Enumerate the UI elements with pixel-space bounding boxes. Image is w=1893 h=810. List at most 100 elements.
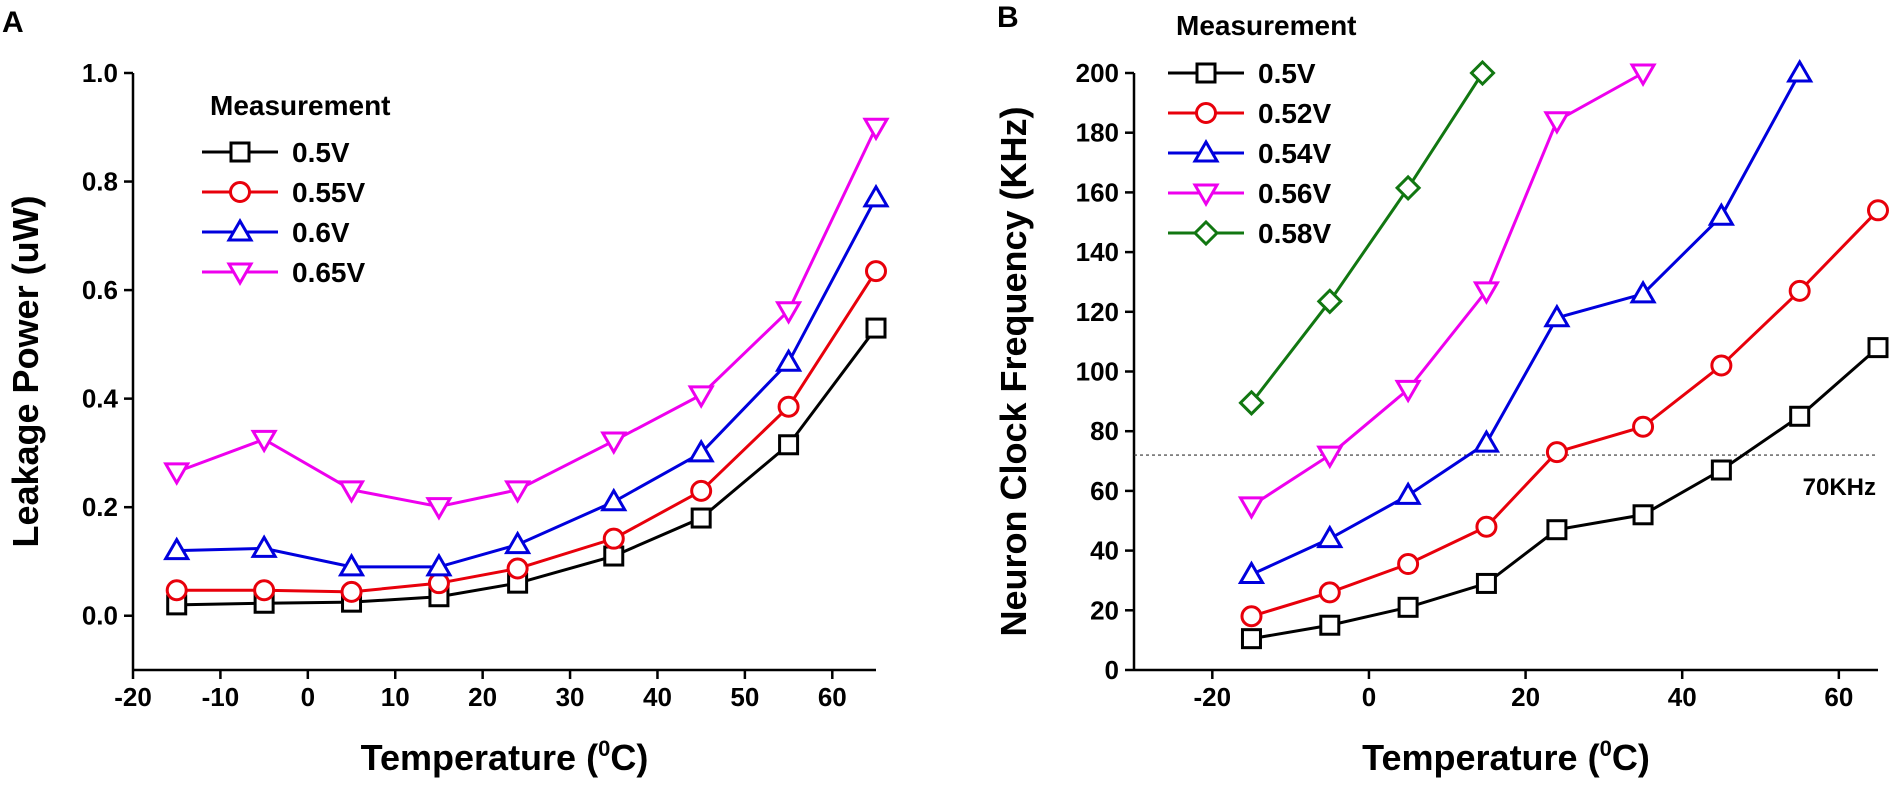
- y-axis-label: Leakage Power (uW): [5, 195, 46, 547]
- x-axis-label-superscript: 0: [1600, 736, 1612, 761]
- x-tick-label: 0: [1362, 682, 1376, 712]
- series-0-55v: [165, 260, 887, 603]
- y-tick-label: 40: [1090, 536, 1119, 566]
- data-point: [862, 183, 890, 208]
- legend-label: 0.6V: [292, 217, 350, 248]
- y-tick-label: 140: [1076, 237, 1119, 267]
- legend: Measurement 0.5V 0.55V 0.6V 0.65V: [202, 90, 391, 288]
- data-point: [1629, 279, 1657, 304]
- panel-a-leakage-power-chart: A -20 -10 0 10 20 30 40 50 60 0.0 0.2 0.4 0.6 0.8 1.0 Te…: [2, 6, 890, 778]
- data-point: [504, 480, 532, 504]
- panel-letter: A: [2, 6, 24, 39]
- legend-label: 0.56V: [1258, 178, 1331, 209]
- x-axis-label-suffix: C): [610, 737, 648, 778]
- data-point: [862, 117, 890, 142]
- data-point: [600, 487, 628, 512]
- y-tick-label: 80: [1090, 416, 1119, 446]
- panel-letter: B: [997, 1, 1019, 34]
- reference-line-label: 70KHz: [1803, 474, 1876, 501]
- legend-swatch-marker: [229, 181, 251, 203]
- data-point: [1632, 415, 1655, 438]
- data-point: [1237, 560, 1266, 584]
- data-point: [163, 536, 191, 561]
- data-point: [602, 527, 625, 550]
- data-point: [1543, 111, 1571, 135]
- x-tick-label: 40: [643, 682, 672, 712]
- data-point: [603, 545, 625, 567]
- legend-item: 0.5V: [1168, 58, 1316, 89]
- data-point: [774, 348, 803, 372]
- legend-swatch-marker: [1192, 139, 1220, 163]
- data-point: [1710, 354, 1733, 377]
- data-point: [1240, 605, 1263, 628]
- data-point: [865, 260, 887, 283]
- x-tick-label: -10: [202, 682, 240, 712]
- data-point: [1472, 429, 1501, 453]
- data-point: [1319, 614, 1341, 636]
- data-point: [690, 479, 713, 502]
- y-tick-label: 100: [1076, 357, 1119, 387]
- y-tick-label: 1.0: [82, 58, 118, 88]
- x-axis-label: Temperature (0C): [1362, 736, 1650, 778]
- data-point: [1788, 279, 1811, 302]
- legend-title: Measurement: [210, 90, 391, 121]
- series-line: [1250, 72, 1802, 576]
- data-point: [250, 534, 278, 558]
- legend-label: 0.54V: [1258, 138, 1331, 169]
- data-point: [163, 462, 191, 486]
- x-tick-label: 40: [1668, 682, 1697, 712]
- data-point: [337, 552, 366, 577]
- y-tick-label: 0.0: [82, 601, 118, 631]
- y-tick-label: 0.6: [82, 275, 118, 305]
- series-line: [1250, 71, 1644, 508]
- data-point: [506, 557, 529, 580]
- y-tick-label: 160: [1076, 177, 1119, 207]
- data-point: [1240, 628, 1262, 650]
- y-tick-label: 180: [1076, 118, 1119, 148]
- data-point: [1472, 281, 1501, 305]
- data-point: [425, 497, 453, 521]
- y-tick-label: 120: [1076, 297, 1119, 327]
- legend-item: 0.54V: [1168, 138, 1331, 169]
- y-tick-label: 0.8: [82, 167, 118, 197]
- data-point: [1707, 202, 1735, 226]
- data-point: [1237, 496, 1266, 520]
- legend-item: 0.56V: [1168, 178, 1331, 209]
- series-line: [1251, 346, 1879, 641]
- series-line: [176, 270, 878, 594]
- legend-swatch-marker: [229, 141, 251, 163]
- x-tick-label: 10: [381, 682, 410, 712]
- data-point: [1316, 288, 1343, 315]
- data-point: [687, 385, 715, 409]
- data-point: [425, 552, 453, 577]
- x-axis-label-text: Temperature (: [1362, 737, 1599, 778]
- panel-b-clock-frequency-chart: B -20 0 20 40 60 0 20 40 60 80 100 120 140 160 180 200 Te…: [993, 1, 1889, 778]
- legend-swatch-marker: [1192, 183, 1220, 207]
- x-tick-label: 20: [468, 682, 497, 712]
- x-axis-label-suffix: C): [1612, 737, 1650, 778]
- legend-label: 0.52V: [1258, 98, 1331, 129]
- data-point: [1867, 337, 1889, 359]
- x-tick-label: -20: [114, 682, 152, 712]
- data-point: [1867, 199, 1889, 222]
- legend-swatch-marker: [226, 262, 254, 286]
- data-point: [1397, 596, 1419, 618]
- series-0-65v: [163, 117, 890, 521]
- data-point: [1394, 481, 1422, 505]
- y-axis-label: Neuron Clock Frequency (KHz): [993, 106, 1034, 636]
- data-point: [1632, 504, 1654, 526]
- y-tick-label: 0: [1105, 655, 1119, 685]
- data-point: [1475, 572, 1497, 594]
- data-point: [1629, 63, 1657, 87]
- data-point: [1238, 389, 1265, 416]
- y-tick-label: 20: [1090, 595, 1119, 625]
- legend-item: 0.65V: [202, 257, 365, 288]
- data-point: [777, 395, 800, 418]
- legend: Measurement 0.5V 0.52V 0.54V 0.56V 0.58V: [1168, 10, 1357, 249]
- series-0-52v: [1240, 199, 1889, 628]
- x-tick-label: -20: [1194, 682, 1232, 712]
- data-point: [1789, 405, 1811, 427]
- data-point: [340, 580, 363, 603]
- legend-swatch-marker: [1195, 102, 1217, 124]
